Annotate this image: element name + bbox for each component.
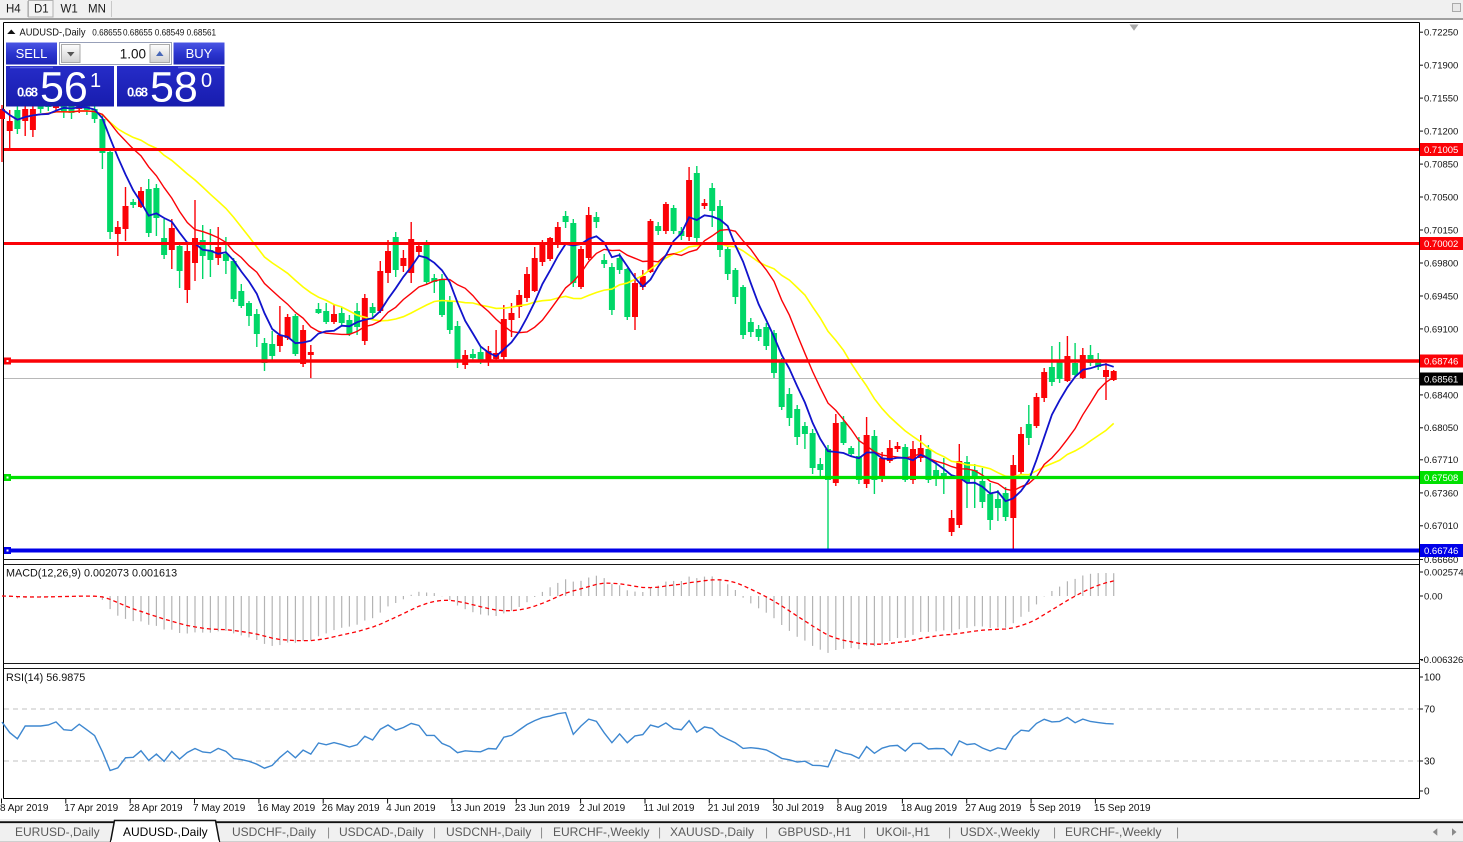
svg-text:BUY: BUY bbox=[186, 46, 213, 61]
svg-text:16 May 2019: 16 May 2019 bbox=[257, 803, 315, 814]
svg-text:8 Apr 2019: 8 Apr 2019 bbox=[0, 803, 49, 814]
svg-text:EURCHF-,Weekly: EURCHF-,Weekly bbox=[1065, 825, 1161, 839]
svg-text:2 Jul 2019: 2 Jul 2019 bbox=[579, 803, 626, 814]
svg-text:0: 0 bbox=[201, 70, 212, 92]
svg-text:0.70500: 0.70500 bbox=[1424, 192, 1458, 203]
svg-text:0.67360: 0.67360 bbox=[1424, 488, 1458, 499]
svg-text:58: 58 bbox=[150, 64, 198, 112]
svg-text:1.00: 1.00 bbox=[120, 47, 146, 62]
svg-text:|: | bbox=[433, 825, 436, 839]
svg-text:17 Apr 2019: 17 Apr 2019 bbox=[64, 803, 118, 814]
svg-text:0.71900: 0.71900 bbox=[1424, 61, 1458, 72]
svg-text:0.69800: 0.69800 bbox=[1424, 258, 1458, 269]
svg-text:0.67508: 0.67508 bbox=[1424, 473, 1458, 484]
svg-text:13 Jun 2019: 13 Jun 2019 bbox=[450, 803, 505, 814]
svg-text:GBPUSD-,H1: GBPUSD-,H1 bbox=[778, 825, 852, 839]
svg-text:100: 100 bbox=[1424, 672, 1441, 683]
svg-text:AUDUSD-,Daily: AUDUSD-,Daily bbox=[123, 825, 208, 839]
svg-text:|: | bbox=[327, 825, 330, 839]
svg-text:D1: D1 bbox=[34, 4, 49, 16]
svg-text:8 Aug 2019: 8 Aug 2019 bbox=[837, 803, 888, 814]
svg-text:0.69450: 0.69450 bbox=[1424, 291, 1458, 302]
svg-text:EURCHF-,Weekly: EURCHF-,Weekly bbox=[553, 825, 649, 839]
svg-text:AUDUSD-,Daily: AUDUSD-,Daily bbox=[20, 26, 87, 38]
svg-text:MACD(12,26,9) 0.002073 0.00161: MACD(12,26,9) 0.002073 0.001613 bbox=[6, 568, 177, 580]
svg-text:0.66660: 0.66660 bbox=[1424, 555, 1458, 566]
svg-text:-0.006326: -0.006326 bbox=[1421, 655, 1463, 666]
svg-text:0.70150: 0.70150 bbox=[1424, 225, 1458, 236]
svg-text:0.68050: 0.68050 bbox=[1424, 423, 1458, 434]
svg-text:27 Aug 2019: 27 Aug 2019 bbox=[965, 803, 1022, 814]
svg-text:28 Apr 2019: 28 Apr 2019 bbox=[129, 803, 183, 814]
svg-text:MN: MN bbox=[88, 4, 106, 16]
svg-text:0.68561: 0.68561 bbox=[187, 27, 217, 38]
svg-text:RSI(14) 56.9875: RSI(14) 56.9875 bbox=[6, 672, 85, 684]
svg-text:|: | bbox=[765, 825, 768, 839]
svg-text:18 Aug 2019: 18 Aug 2019 bbox=[901, 803, 958, 814]
svg-text:7 May 2019: 7 May 2019 bbox=[193, 803, 246, 814]
svg-text:23 Jun 2019: 23 Jun 2019 bbox=[515, 803, 570, 814]
svg-text:USDCAD-,Daily: USDCAD-,Daily bbox=[339, 825, 424, 839]
svg-text:0.67710: 0.67710 bbox=[1424, 455, 1458, 466]
svg-text:USDCNH-,Daily: USDCNH-,Daily bbox=[446, 825, 531, 839]
svg-text:|: | bbox=[863, 825, 866, 839]
svg-text:0.68746: 0.68746 bbox=[1424, 356, 1458, 367]
svg-text:4 Jun 2019: 4 Jun 2019 bbox=[386, 803, 436, 814]
svg-text:0.71005: 0.71005 bbox=[1424, 145, 1458, 156]
svg-text:0.70002: 0.70002 bbox=[1424, 239, 1458, 250]
svg-text:0.70850: 0.70850 bbox=[1424, 160, 1458, 171]
svg-text:21 Jul 2019: 21 Jul 2019 bbox=[708, 803, 760, 814]
svg-text:|: | bbox=[1176, 825, 1179, 839]
svg-text:|: | bbox=[540, 825, 543, 839]
svg-text:0.00: 0.00 bbox=[1424, 591, 1443, 602]
svg-text:XAUUSD-,Daily: XAUUSD-,Daily bbox=[670, 825, 754, 839]
svg-text:0.68561: 0.68561 bbox=[1424, 374, 1458, 385]
svg-text:SELL: SELL bbox=[16, 46, 48, 61]
svg-text:0.68655: 0.68655 bbox=[123, 27, 153, 38]
svg-text:0.66746: 0.66746 bbox=[1424, 546, 1458, 557]
svg-text:0.71550: 0.71550 bbox=[1424, 94, 1458, 105]
svg-text:5 Sep 2019: 5 Sep 2019 bbox=[1030, 803, 1082, 814]
svg-text:|: | bbox=[948, 825, 951, 839]
svg-text:0.71200: 0.71200 bbox=[1424, 127, 1458, 138]
svg-text:70: 70 bbox=[1424, 704, 1436, 715]
svg-text:11 Jul 2019: 11 Jul 2019 bbox=[644, 803, 695, 814]
svg-text:H4: H4 bbox=[6, 4, 21, 16]
svg-text:USDX-,Weekly: USDX-,Weekly bbox=[960, 825, 1040, 839]
svg-text:0.68549: 0.68549 bbox=[155, 27, 185, 38]
svg-text:USDCHF-,Daily: USDCHF-,Daily bbox=[232, 825, 316, 839]
svg-text:UKOil-,H1: UKOil-,H1 bbox=[876, 825, 930, 839]
svg-text:EURUSD-,Daily: EURUSD-,Daily bbox=[15, 825, 100, 839]
svg-text:0.68400: 0.68400 bbox=[1424, 390, 1458, 401]
svg-text:0.72250: 0.72250 bbox=[1424, 28, 1458, 39]
svg-text:0.69100: 0.69100 bbox=[1424, 324, 1458, 335]
svg-text:0.68655: 0.68655 bbox=[92, 27, 122, 38]
svg-text:56: 56 bbox=[40, 64, 88, 112]
svg-text:0: 0 bbox=[1424, 786, 1430, 797]
svg-text:0.68: 0.68 bbox=[17, 85, 38, 100]
svg-text:30 Jul 2019: 30 Jul 2019 bbox=[772, 803, 824, 814]
svg-text:0.002574: 0.002574 bbox=[1424, 567, 1463, 578]
svg-text:0.68: 0.68 bbox=[127, 85, 148, 100]
svg-text:26 May 2019: 26 May 2019 bbox=[322, 803, 380, 814]
svg-text:1: 1 bbox=[90, 70, 101, 92]
svg-text:0.67010: 0.67010 bbox=[1424, 521, 1458, 532]
svg-text:|: | bbox=[658, 825, 661, 839]
svg-text:|: | bbox=[1053, 825, 1056, 839]
svg-text:W1: W1 bbox=[61, 4, 78, 16]
svg-text:30: 30 bbox=[1424, 756, 1436, 767]
svg-text:15 Sep 2019: 15 Sep 2019 bbox=[1094, 803, 1151, 814]
